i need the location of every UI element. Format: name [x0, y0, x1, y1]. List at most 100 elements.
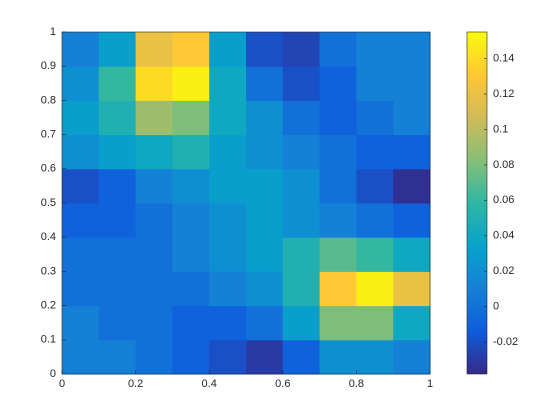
- heat-cell: [62, 134, 100, 170]
- colorbar-tick-label: 0.08: [493, 159, 514, 171]
- heat-cell: [135, 203, 173, 238]
- colorbar-tick-label: 0.06: [493, 194, 514, 206]
- colorbar-tick-label: 0: [493, 301, 499, 313]
- heat-cell: [98, 271, 137, 307]
- heat-cell: [246, 168, 284, 204]
- heat-cell: [393, 66, 431, 101]
- heat-cell: [246, 339, 284, 375]
- heat-cell: [319, 168, 357, 204]
- heat-cell: [356, 66, 394, 101]
- heat-cell: [246, 66, 284, 101]
- heat-cell: [209, 305, 247, 341]
- y-tick-label: 0.1: [41, 334, 56, 346]
- heat-cell: [62, 100, 100, 136]
- x-tick-label: 0.6: [275, 378, 290, 390]
- heat-cell: [62, 339, 100, 375]
- colorbar-tick-label: 0.14: [493, 52, 514, 64]
- heat-cell: [135, 100, 173, 136]
- heat-cell: [356, 134, 394, 170]
- y-tick-label: 0.3: [41, 265, 56, 277]
- heat-cell: [319, 203, 357, 238]
- heat-cell: [393, 168, 431, 204]
- y-tick-label: 0.9: [41, 60, 56, 72]
- heat-cell: [282, 339, 321, 375]
- heat-cell: [135, 237, 173, 272]
- heat-cell: [246, 271, 284, 307]
- heat-cell: [62, 32, 100, 67]
- heat-cell: [356, 305, 394, 341]
- heat-cell: [172, 203, 210, 238]
- heat-cell: [62, 237, 100, 272]
- heat-cell: [393, 271, 431, 307]
- x-tick-label: 1: [427, 378, 433, 390]
- heat-cell: [393, 100, 431, 136]
- heat-cell: [172, 32, 210, 67]
- heat-cell: [209, 66, 247, 101]
- heat-cell: [135, 32, 173, 67]
- heat-cell: [246, 203, 284, 238]
- heat-cell: [98, 305, 137, 341]
- heat-cell: [319, 271, 357, 307]
- y-tick-label: 0: [50, 368, 56, 380]
- heat-cell: [282, 203, 321, 238]
- heat-cell: [246, 32, 284, 67]
- heat-cell: [319, 339, 357, 375]
- x-tick-label: 0.8: [349, 378, 364, 390]
- heat-cell: [282, 32, 321, 67]
- heat-cell: [393, 305, 431, 341]
- heat-cell: [319, 237, 357, 272]
- heat-cell: [135, 339, 173, 375]
- heat-cell: [98, 100, 137, 136]
- y-tick-label: 0.2: [41, 300, 56, 312]
- heat-cell: [356, 237, 394, 272]
- heat-cell: [356, 32, 394, 67]
- colorbar-tick-label: 0.04: [493, 230, 514, 242]
- heat-cell: [282, 305, 321, 341]
- y-tick-label: 0.7: [41, 129, 56, 141]
- heat-cell: [209, 100, 247, 136]
- heat-cell: [209, 168, 247, 204]
- heat-cell: [319, 305, 357, 341]
- heat-cell: [172, 134, 210, 170]
- heat-cell: [282, 237, 321, 272]
- heat-cell: [209, 32, 247, 67]
- colorbar: [466, 31, 488, 375]
- heat-cell: [319, 66, 357, 101]
- heat-cell: [246, 134, 284, 170]
- colorbar-tick-label: -0.02: [493, 336, 518, 348]
- heat-cell: [172, 66, 210, 101]
- heat-cell: [246, 100, 284, 136]
- heat-cell: [209, 339, 247, 375]
- heat-cell: [282, 168, 321, 204]
- heat-cell: [393, 203, 431, 238]
- heat-cell: [62, 305, 100, 341]
- heat-cell: [246, 305, 284, 341]
- heat-cell: [282, 271, 321, 307]
- heat-cell: [98, 339, 137, 375]
- heat-cell: [209, 271, 247, 307]
- heat-cell: [172, 271, 210, 307]
- heat-cell: [356, 339, 394, 375]
- colorbar-tick-label: 0.12: [493, 88, 514, 100]
- heat-cell: [393, 339, 431, 375]
- heat-cell: [135, 271, 173, 307]
- heat-cell: [393, 32, 431, 67]
- heat-cell: [282, 100, 321, 136]
- y-tick-label: 0.5: [41, 197, 56, 209]
- heat-cell: [393, 134, 431, 170]
- colorbar-tick-label: 0.1: [493, 123, 508, 135]
- x-tick-label: 0: [59, 378, 65, 390]
- heat-cell: [319, 100, 357, 136]
- heat-cell: [246, 237, 284, 272]
- heat-cell: [356, 168, 394, 204]
- heat-cell: [319, 32, 357, 67]
- heat-cell: [172, 339, 210, 375]
- heat-cell: [172, 168, 210, 204]
- heat-cell: [98, 134, 137, 170]
- heat-cell: [172, 100, 210, 136]
- heat-cell: [209, 237, 247, 272]
- heat-cell: [135, 66, 173, 101]
- heat-cell: [98, 203, 137, 238]
- heat-cell: [356, 271, 394, 307]
